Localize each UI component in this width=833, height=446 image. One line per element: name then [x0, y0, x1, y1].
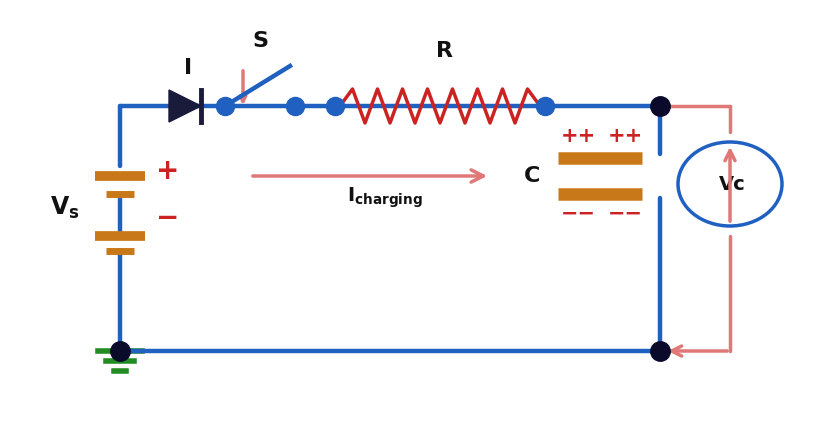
Text: ++: ++ — [607, 126, 642, 146]
Text: S: S — [252, 31, 268, 51]
Text: −−: −− — [561, 204, 596, 224]
Text: −: − — [157, 204, 180, 232]
Text: Vc: Vc — [719, 174, 746, 194]
Text: C: C — [524, 166, 540, 186]
Text: R: R — [436, 41, 453, 61]
Text: ++: ++ — [561, 126, 596, 146]
Text: −−: −− — [607, 204, 642, 224]
Text: I: I — [184, 58, 192, 78]
Text: +: + — [157, 157, 180, 185]
Polygon shape — [169, 90, 201, 122]
Text: $\mathbf{V_s}$: $\mathbf{V_s}$ — [50, 195, 80, 221]
Text: $\mathbf{I_{charging}}$: $\mathbf{I_{charging}}$ — [347, 186, 423, 210]
